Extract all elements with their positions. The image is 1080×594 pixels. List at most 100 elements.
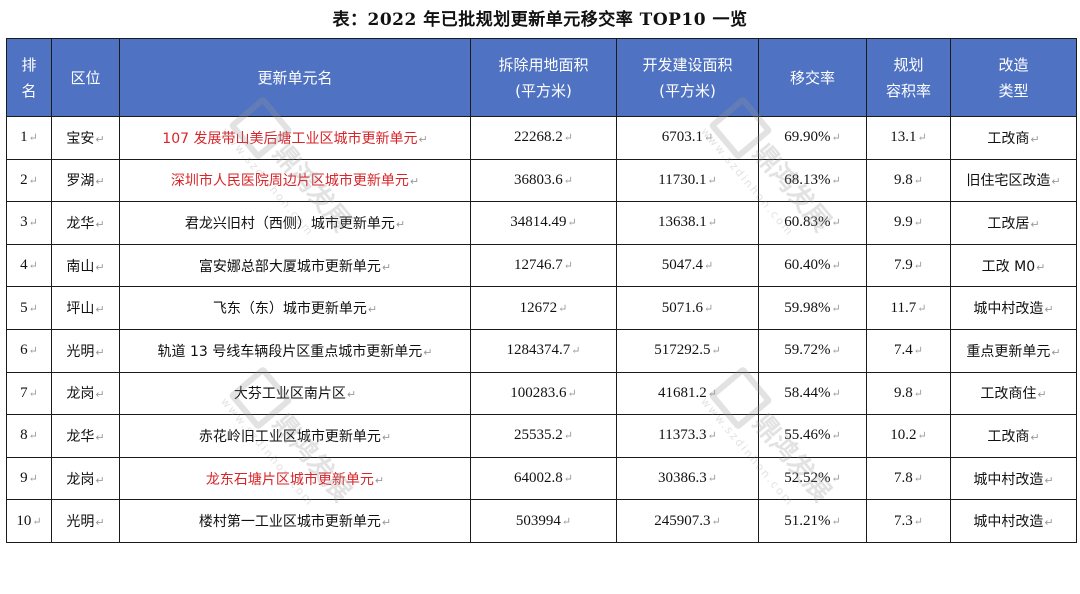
cell-rank-text: 4 [20, 257, 28, 274]
cell-construction-area-text: 5071.6 [661, 299, 704, 316]
cell-renovation-type-text: 工改 M0 [981, 258, 1036, 275]
cell-construction-area: 245907.3↵ [616, 499, 759, 543]
return-mark-icon: ↵ [381, 516, 392, 530]
cell-renovation-type: 城中村改造↵ [950, 499, 1077, 543]
cell-renovation-type: 工改居↵ [950, 201, 1077, 245]
return-mark-icon: ↵ [367, 303, 378, 317]
cell-plot-ratio: 7.8↵ [866, 456, 951, 501]
cell-demolition-area-text: 34814.49 [510, 214, 567, 231]
cell-plot-ratio: 9.8↵ [866, 371, 951, 416]
cell-unit-name: 飞东（东）城市更新单元↵ [119, 286, 471, 330]
cell-construction-area: 5047.4↵ [616, 243, 759, 288]
return-mark-icon: ↵ [831, 473, 841, 486]
cell-plot-ratio-text: 11.7 [890, 299, 917, 316]
return-mark-icon: ↵ [831, 345, 841, 358]
table-row: 6↵ 光明↵ 轨道 13 号线车辆段片区重点城市更新单元↵ 1284374.7↵ 517… [6, 328, 1077, 373]
cell-district: 龙华↵ [51, 201, 120, 245]
cell-construction-area-text: 13638.1 [658, 214, 707, 231]
cell-unit-name-text: 楼村第一工业区城市更新单元 [198, 514, 381, 531]
return-mark-icon: ↵ [831, 302, 841, 315]
cell-plot-ratio-text: 7.8 [894, 470, 913, 487]
return-mark-icon: ↵ [418, 132, 428, 146]
return-mark-icon: ↵ [1036, 260, 1046, 274]
cell-transfer-rate: 51.21%↵ [758, 499, 867, 543]
return-mark-icon: ↵ [95, 175, 105, 189]
cell-renovation-type: 工改商住↵ [950, 371, 1077, 416]
return-mark-icon: ↵ [95, 345, 105, 359]
return-mark-icon: ↵ [563, 260, 573, 273]
cell-demolition-area: 12746.7↵ [470, 243, 617, 288]
cell-demolition-area-text: 503994 [515, 512, 561, 529]
cell-district-text: 坪山 [66, 301, 95, 318]
return-mark-icon: ↵ [707, 430, 717, 443]
cell-unit-name-text: 龙东石塘片区城市更新单元 [205, 471, 374, 488]
cell-renovation-type-text: 旧住宅区改造 [966, 173, 1051, 190]
table-row: 3↵ 龙华↵ 君龙兴旧村（西侧）城市更新单元↵ 34814.49↵ 13638.1↵ 60… [6, 201, 1077, 245]
cell-plot-ratio-text: 10.2 [890, 427, 917, 444]
cell-unit-name-text: 赤花岭旧工业区城市更新单元 [198, 428, 381, 445]
cell-rank-text: 1 [20, 129, 28, 146]
cell-renovation-type: 工改商↵ [950, 116, 1077, 160]
cell-construction-area-text: 6703.1 [661, 129, 704, 146]
return-mark-icon: ↵ [563, 132, 573, 145]
cell-unit-name-text: 轨道 13 号线车辆段片区重点城市更新单元 [157, 343, 423, 360]
cell-rank-text: 5 [20, 299, 28, 316]
cell-plot-ratio-text: 9.8 [894, 171, 913, 188]
cell-renovation-type-text: 城中村改造 [973, 514, 1044, 531]
cell-demolition-area-text: 12672 [519, 299, 558, 316]
cell-transfer-rate: 68.13%↵ [758, 158, 867, 203]
cell-rank: 1↵ [6, 116, 52, 160]
cell-transfer-rate: 55.46%↵ [758, 414, 867, 458]
return-mark-icon: ↵ [913, 217, 923, 230]
return-mark-icon: ↵ [913, 174, 923, 187]
return-mark-icon: ↵ [563, 473, 573, 486]
header-transfer-rate: 移交率 [758, 38, 867, 117]
return-mark-icon: ↵ [567, 387, 577, 400]
cell-demolition-area-text: 25535.2 [514, 427, 563, 444]
return-mark-icon: ↵ [563, 174, 573, 187]
cell-demolition-area: 64002.8↵ [470, 456, 617, 501]
header-row: 排名 区位 更新单元名 拆除用地面积 (平方米) 开发建设面积 (平方米) 移交率 … [6, 38, 1077, 117]
cell-renovation-type-text: 工改商 [987, 428, 1030, 445]
cell-district-text: 罗湖 [66, 173, 95, 190]
cell-transfer-rate-text: 59.72% [784, 342, 831, 359]
return-mark-icon: ↵ [1037, 388, 1047, 402]
return-mark-icon: ↵ [95, 430, 105, 444]
return-mark-icon: ↵ [95, 388, 105, 402]
return-mark-icon: ↵ [28, 387, 38, 400]
return-mark-icon: ↵ [704, 302, 714, 315]
cell-plot-ratio-text: 13.1 [890, 129, 917, 146]
cell-district: 龙华↵ [51, 414, 120, 458]
cell-demolition-area: 100283.6↵ [470, 371, 617, 416]
cell-renovation-type: 工改商↵ [950, 414, 1077, 458]
return-mark-icon: ↵ [381, 260, 392, 274]
return-mark-icon: ↵ [95, 132, 105, 146]
cell-plot-ratio: 11.7↵ [866, 286, 951, 330]
return-mark-icon: ↵ [409, 175, 420, 189]
return-mark-icon: ↵ [28, 430, 38, 443]
return-mark-icon: ↵ [913, 345, 923, 358]
return-mark-icon: ↵ [1030, 132, 1040, 146]
cell-district-text: 南山 [66, 258, 95, 275]
return-mark-icon: ↵ [831, 260, 841, 273]
cell-district: 坪山↵ [51, 286, 120, 330]
header-construction-area: 开发建设面积 (平方米) [616, 38, 759, 117]
return-mark-icon: ↵ [395, 217, 406, 231]
cell-district: 光明↵ [51, 328, 120, 373]
cell-transfer-rate: 52.52%↵ [758, 456, 867, 501]
cell-renovation-type-text: 工改居 [987, 215, 1030, 232]
cell-plot-ratio: 13.1↵ [866, 116, 951, 160]
return-mark-icon: ↵ [28, 132, 38, 145]
cell-demolition-area: 22268.2↵ [470, 116, 617, 160]
return-mark-icon: ↵ [707, 217, 717, 230]
table-row: 5↵ 坪山↵ 飞东（东）城市更新单元↵ 12672↵ 5071.6↵ 59.98%↵ 11.… [6, 286, 1077, 330]
return-mark-icon: ↵ [831, 174, 841, 187]
return-mark-icon: ↵ [711, 345, 721, 358]
cell-rank-text: 8 [20, 427, 28, 444]
cell-renovation-type: 城中村改造↵ [950, 456, 1077, 501]
cell-construction-area: 5071.6↵ [616, 286, 759, 330]
header-district: 区位 [51, 38, 120, 117]
return-mark-icon: ↵ [558, 302, 568, 315]
cell-construction-area: 30386.3↵ [616, 456, 759, 501]
cell-renovation-type-text: 工改商住 [980, 386, 1037, 403]
